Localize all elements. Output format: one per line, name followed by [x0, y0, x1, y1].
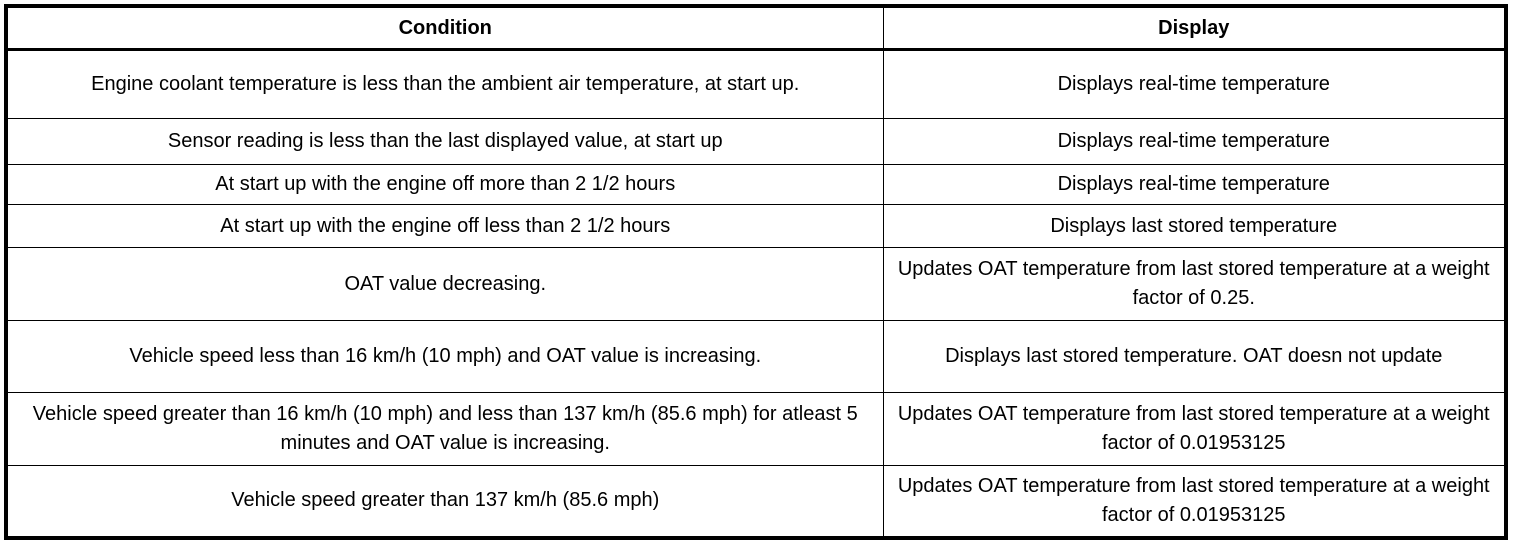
condition-cell: Vehicle speed less than 16 km/h (10 mph)… — [5, 319, 884, 394]
condition-cell: Vehicle speed greater than 137 km/h (85.… — [5, 464, 884, 539]
table-row: Vehicle speed less than 16 km/h (10 mph)… — [5, 319, 1507, 394]
header-row: Condition Display — [5, 5, 1507, 51]
condition-cell: Sensor reading is less than the last dis… — [5, 118, 884, 165]
condition-cell: Engine coolant temperature is less than … — [5, 48, 884, 120]
condition-display-table: Condition Display Engine coolant tempera… — [4, 4, 1508, 540]
display-cell: Updates OAT temperature from last stored… — [882, 247, 1507, 321]
table-row: Sensor reading is less than the last dis… — [5, 118, 1507, 165]
header-condition: Condition — [5, 5, 884, 51]
display-cell: Updates OAT temperature from last stored… — [882, 392, 1507, 466]
display-cell: Displays real-time temperature — [882, 163, 1507, 206]
table-row: Vehicle speed greater than 16 km/h (10 m… — [5, 392, 1507, 466]
display-cell: Displays last stored temperature. OAT do… — [882, 319, 1507, 394]
header-display: Display — [882, 5, 1507, 51]
table-row: Vehicle speed greater than 137 km/h (85.… — [5, 464, 1507, 539]
table-row: At start up with the engine off less tha… — [5, 204, 1507, 249]
condition-cell: At start up with the engine off less tha… — [5, 204, 884, 249]
display-cell: Displays last stored temperature — [882, 204, 1507, 249]
table-row: OAT value decreasing. Updates OAT tempera… — [5, 247, 1507, 321]
display-cell: Displays real-time temperature — [882, 118, 1507, 165]
condition-cell: At start up with the engine off more tha… — [5, 163, 884, 206]
table-row: Engine coolant temperature is less than … — [5, 48, 1507, 120]
display-cell: Updates OAT temperature from last stored… — [882, 464, 1507, 539]
condition-cell: Vehicle speed greater than 16 km/h (10 m… — [5, 392, 884, 466]
table-row: At start up with the engine off more tha… — [5, 163, 1507, 206]
display-cell: Displays real-time temperature — [882, 48, 1507, 120]
condition-cell: OAT value decreasing. — [5, 247, 884, 321]
